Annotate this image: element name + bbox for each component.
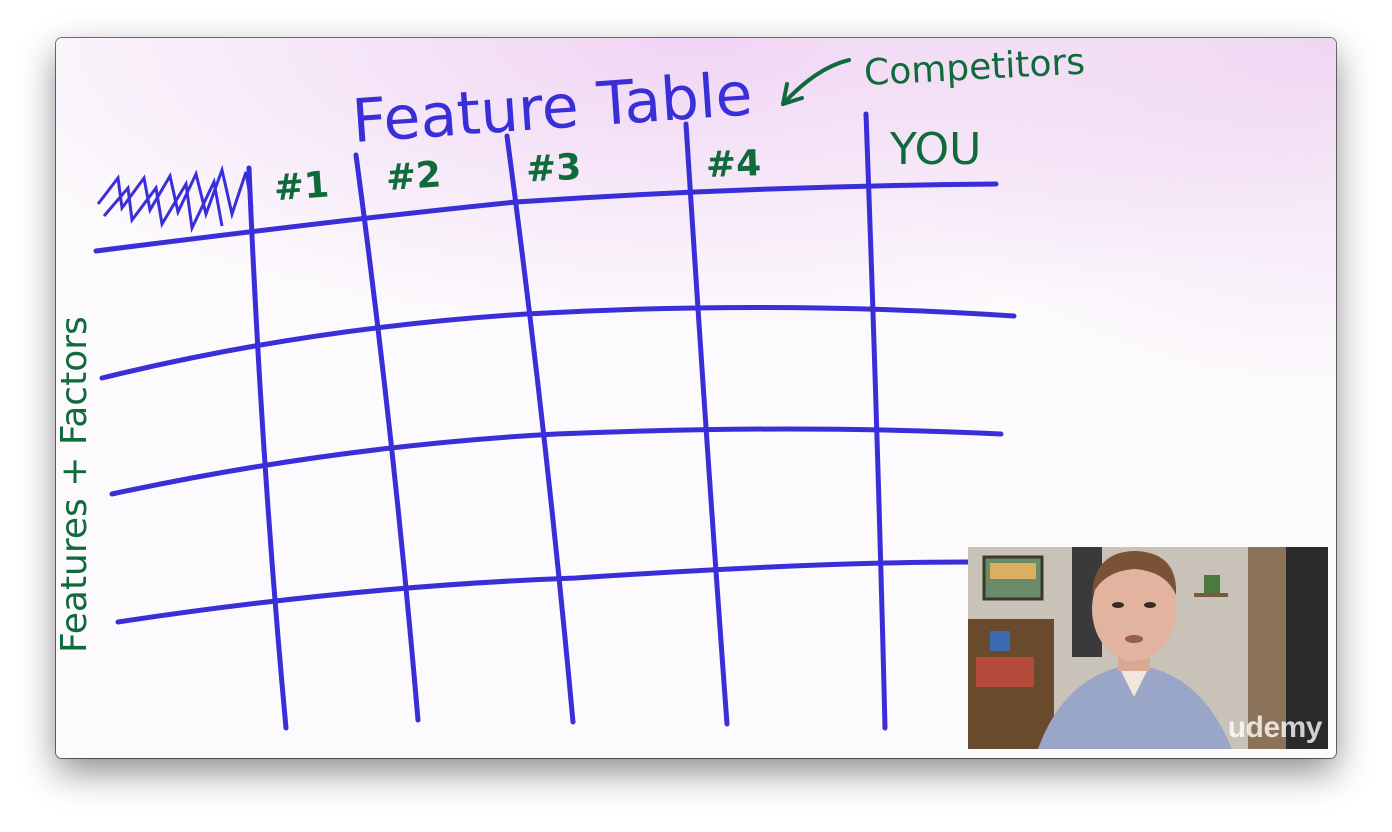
grid-col-line-2 <box>353 152 421 723</box>
udemy-watermark: udemy <box>1227 711 1323 744</box>
column-header-3: #3 <box>525 147 582 191</box>
arrow-icon <box>781 58 851 106</box>
video-frame: Feature Table Competitors #1 #2 #3 #4 YO… <box>56 38 1336 758</box>
column-header-4: #4 <box>705 143 762 186</box>
presenter-image <box>968 547 1328 749</box>
grid-row-line-header <box>93 181 999 254</box>
whiteboard: Feature Table Competitors #1 #2 #3 #4 YO… <box>56 38 1336 758</box>
competitors-note: Competitors <box>863 42 1086 95</box>
hatched-corner <box>96 164 254 234</box>
row-axis-label: Features + Factors <box>56 316 95 653</box>
grid-row-line-3 <box>115 559 971 625</box>
presenter-video: udemy <box>968 547 1328 749</box>
feature-grid <box>93 111 1017 731</box>
grid-row-line-2 <box>109 426 1004 497</box>
grid-row-line-1 <box>99 304 1017 381</box>
board-title: Feature Table <box>350 59 755 157</box>
column-header-you: YOU <box>889 124 981 175</box>
column-header-1: #1 <box>273 164 331 209</box>
whiteboard-drawing: Feature Table Competitors #1 #2 #3 #4 YO… <box>56 42 1086 731</box>
grid-col-line-1 <box>246 165 289 731</box>
grid-col-line-4 <box>683 121 730 727</box>
column-header-2: #2 <box>385 154 443 199</box>
grid-col-line-3 <box>504 133 576 725</box>
grid-col-line-5 <box>863 111 888 731</box>
